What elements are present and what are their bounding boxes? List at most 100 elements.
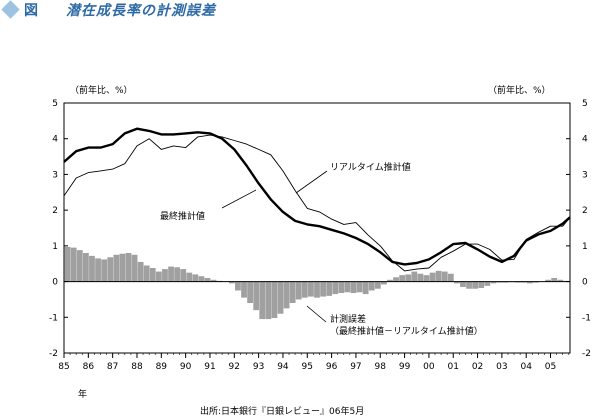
error-bar: [526, 281, 533, 284]
figure-header: 図 潜在成長率の計測誤差: [0, 0, 594, 26]
x-tick-label: 04: [520, 362, 532, 372]
axis-labels: （前年比、%） （前年比、%） 年 出所:日本銀行『日銀レビュー』06年5月: [70, 84, 551, 417]
realtime-series-label: リアルタイム推計値: [330, 161, 411, 173]
x-tick-label: 96: [326, 362, 338, 372]
y-tick-label-left: -2: [49, 349, 58, 359]
error-bar: [155, 271, 162, 282]
final-series-label: 最終推計値: [160, 210, 205, 222]
error-bar: [423, 275, 430, 282]
error-bar: [338, 281, 345, 293]
x-tick-label: 93: [253, 362, 264, 372]
y-tick-label-left: -1: [49, 313, 58, 323]
error-bar: [520, 281, 527, 283]
error-bar: [277, 281, 284, 314]
y-tick-label-right: 5: [582, 99, 588, 109]
error-label: 計測誤差: [330, 313, 366, 325]
error-bar: [301, 281, 308, 298]
error-bar: [149, 268, 156, 282]
y-tick-label-left: 5: [52, 99, 58, 109]
error-bar: [484, 281, 491, 286]
error-bar: [502, 281, 509, 283]
error-bar: [393, 277, 399, 282]
y-tick-label-right: 3: [582, 170, 588, 180]
error-bar: [435, 270, 442, 282]
error-bar: [356, 281, 363, 293]
y-tick-label-right: -1: [582, 313, 591, 323]
error-bar: [253, 281, 260, 311]
error-bar: [131, 254, 138, 282]
error-bar: [460, 281, 466, 287]
error-bar: [89, 255, 95, 282]
x-tick-label: 92: [229, 362, 240, 372]
final-estimate-line: [63, 127, 571, 266]
error-bar: [362, 281, 369, 295]
error-bar: [204, 278, 211, 282]
error-bar: [113, 254, 120, 282]
error-bar: [235, 281, 241, 291]
y-tick-label-left: 1: [52, 242, 58, 252]
error-bar: [374, 281, 381, 289]
error-bar: [551, 278, 558, 282]
error-bar: [119, 253, 126, 282]
error-bar: [417, 273, 424, 282]
error-bar: [314, 281, 320, 298]
error-bar: [514, 281, 521, 283]
x-tick-label: 91: [204, 362, 215, 372]
x-tick-label: 89: [156, 362, 168, 372]
error-bar: [533, 281, 539, 283]
error-bar: [228, 281, 235, 284]
x-tick-label: 02: [472, 362, 483, 372]
error-bar: [107, 257, 114, 282]
error-bar: [545, 279, 551, 282]
y-tick-label-right: 2: [582, 206, 588, 216]
source-note: 出所:日本銀行『日銀レビュー』06年5月: [200, 405, 364, 417]
y-tick-label-left: 0: [52, 278, 58, 288]
error-bar: [76, 250, 83, 282]
error-bar: [95, 258, 101, 282]
error-bar: [101, 259, 108, 282]
error-bar: [259, 281, 266, 320]
y-tick-label-right: 0: [582, 278, 588, 288]
series-lines: [63, 127, 571, 272]
x-tick-label: 01: [448, 362, 459, 372]
error-bar: [368, 281, 375, 291]
x-tick-label: 88: [131, 362, 143, 372]
y-tick-label-left: 3: [52, 170, 58, 180]
error-bar: [405, 274, 412, 282]
error-bar: [174, 267, 181, 282]
x-unit-label: 年: [78, 388, 87, 400]
error-bar: [320, 281, 326, 297]
error-bar: [308, 281, 314, 297]
y-tick-label-right: -2: [582, 349, 591, 359]
x-tick-label: 90: [180, 362, 192, 372]
error-bar: [210, 279, 217, 282]
x-tick-label: 03: [496, 362, 507, 372]
error-bar: [557, 279, 564, 282]
x-tick-label: 99: [399, 362, 411, 372]
error-formula-label: （最終推計値－リアルタイム推計値）: [330, 325, 483, 337]
error-bars: [64, 246, 570, 320]
error-bar: [381, 281, 387, 285]
figure-title: 潜在成長率の計測誤差: [66, 3, 216, 19]
error-bar: [198, 276, 205, 282]
error-bar: [496, 281, 503, 283]
x-tick-label: 85: [58, 362, 69, 372]
error-bar: [83, 253, 89, 282]
x-tick-label: 97: [350, 362, 361, 372]
error-bar: [466, 281, 472, 289]
x-tick-label: 94: [277, 362, 289, 372]
x-tick-label: 00: [423, 362, 435, 372]
y-tick-label-left: 4: [52, 135, 58, 145]
error-bar: [162, 269, 168, 282]
realtime-leader-line: [295, 170, 328, 194]
error-bar: [247, 281, 253, 303]
x-tick-label: 86: [83, 362, 95, 372]
x-tick-label: 95: [302, 362, 313, 372]
figure-label: 図: [24, 3, 38, 19]
error-bar: [180, 269, 187, 282]
error-bar: [295, 281, 302, 300]
error-bar: [289, 281, 296, 303]
annotations: リアルタイム推計値 最終推計値 計測誤差 （最終推計値－リアルタイム推計値）: [160, 161, 483, 337]
y-tick-label-right: 4: [582, 135, 588, 145]
error-leader-line: [306, 305, 327, 323]
